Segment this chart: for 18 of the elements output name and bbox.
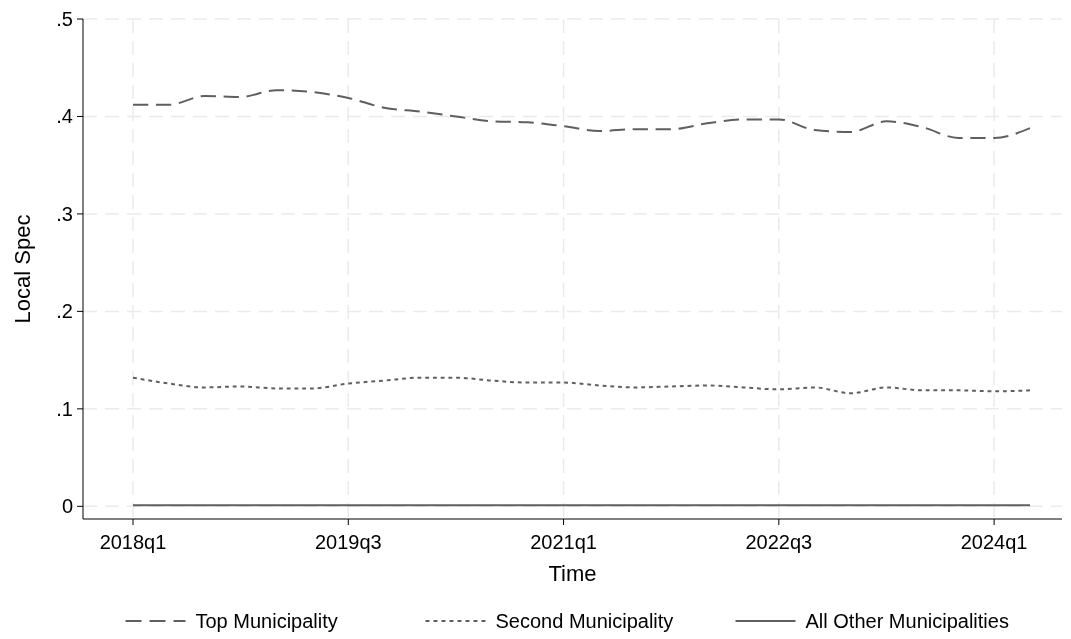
- y-tick-label: .2: [56, 300, 73, 323]
- y-axis-title: Local Spec: [10, 214, 35, 324]
- x-tick-label: 2024q1: [960, 531, 1028, 553]
- line-series: [132, 89, 1031, 139]
- x-tick-label: 2018q1: [99, 531, 167, 553]
- y-tick-label: .1: [56, 397, 73, 420]
- x-axis-title: Time: [548, 561, 597, 586]
- x-tick-label: 2022q3: [745, 531, 813, 553]
- y-tick-label: .3: [56, 202, 73, 225]
- y-tick-label: .4: [56, 105, 73, 128]
- legend-label: Top Municipality: [195, 610, 338, 632]
- legend-label: All Other Municipalities: [805, 610, 1009, 632]
- y-tick-label: .5: [56, 8, 73, 30]
- legend-label: Second Municipality: [495, 610, 674, 632]
- y-tick-label: 0: [61, 495, 73, 518]
- x-tick-label: 2019q3: [314, 531, 382, 553]
- x-tick-label: 2021q1: [530, 531, 597, 553]
- line-series: [132, 376, 1031, 395]
